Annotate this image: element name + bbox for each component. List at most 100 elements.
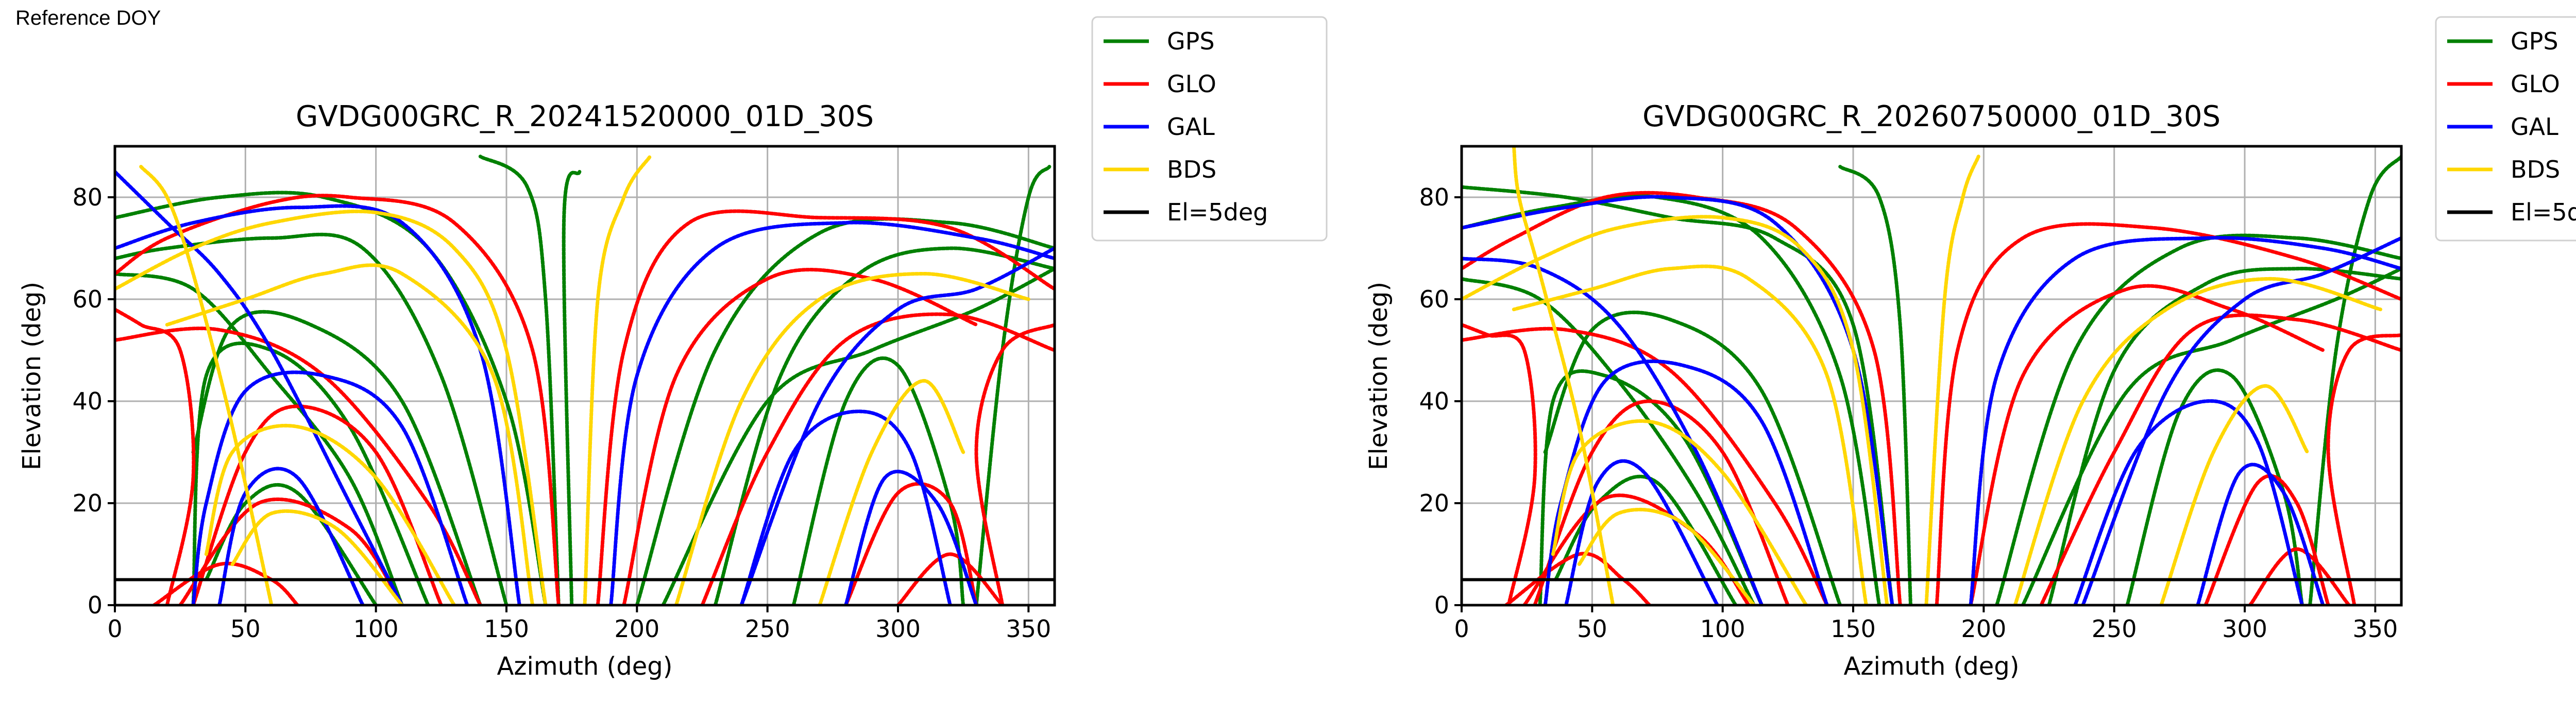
track-glo [115,307,196,605]
y-tick-label: 40 [1419,387,1449,415]
track-gal [739,409,952,605]
track-gal [844,470,978,605]
track-gps [791,356,965,605]
x-tick-label: 300 [875,615,921,643]
track-gal [609,220,1055,605]
legend: GPS GLO GAL BDS El=5deg [2435,16,2576,242]
track-gps [1553,474,1738,605]
axes-frame [113,145,1056,607]
legend-label: El=5deg [2511,198,2576,226]
y-tick-label: 20 [1419,489,1449,517]
track-bds [674,271,1030,605]
track-gal [1462,195,1894,605]
track-glo [191,404,443,605]
track-gal [191,370,469,605]
track-glo [115,194,561,605]
legend: GPS GLO GAL BDS El=5deg [1091,16,1328,242]
x-tick-label: 50 [230,615,261,643]
track-gps [635,217,1055,605]
x-tick-label: 350 [1006,615,1051,643]
x-axis-label: Azimuth (deg) [1844,652,2020,681]
y-axis-label: Elevation (deg) [18,282,46,470]
track-gps [2047,267,2401,605]
legend-label: BDS [2511,156,2560,183]
track-glo [2326,333,2401,605]
track-gps [478,155,561,605]
plot-area [115,155,1055,605]
x-tick-label: 350 [2352,615,2398,643]
track-glo [1935,222,2401,605]
track-glo [596,209,1055,605]
x-tick-label: 0 [107,615,122,643]
x-tick-label: 300 [2222,615,2267,643]
track-bds [165,263,535,605]
track-bds [1512,264,1868,605]
track-bds [230,509,404,605]
track-bds [204,423,456,605]
y-tick-label: 60 [72,285,103,313]
track-glo [1462,323,1537,605]
y-tick-label: 40 [72,387,103,415]
track-glo [2039,313,2401,605]
track-glo [152,561,300,605]
figure-label: Reference DOY [15,7,161,29]
track-bds [139,165,274,605]
track-gps [562,170,582,605]
track-glo [1969,284,2325,605]
x-tick-label: 150 [484,615,529,643]
track-glo [974,323,1055,605]
track-gps [1543,311,1842,605]
track-glo [622,268,978,605]
track-glo [2248,547,2351,605]
track-gps [1462,277,1756,605]
skyplot-panel-2026: GVDG00GRC_R_20260750000_01D_30S Azimuth … [1364,16,2576,681]
legend-label: GLO [2511,70,2560,98]
track-gps [191,341,430,605]
track-bds [1924,155,1980,605]
track-bds [1551,419,1808,605]
track-gal [2081,236,2401,605]
track-gal [115,170,404,605]
track-gal [739,246,1055,605]
x-tick-label: 250 [745,615,790,643]
legend-label: GPS [1167,27,1215,55]
track-gps [1538,369,1764,605]
axes-frame [1460,145,2403,607]
y-axis-label: Elevation (deg) [1364,282,1393,470]
y-tick-label: 20 [72,489,103,517]
track-glo [700,312,1055,605]
chart-title: GVDG00GRC_R_20241520000_01D_30S [296,100,874,133]
track-gps [115,232,509,605]
track-gal [115,204,521,605]
track-gps [115,272,404,605]
legend-label: GAL [1167,113,1215,141]
chart-title: GVDG00GRC_R_20260750000_01D_30S [1642,100,2221,133]
x-tick-label: 0 [1454,615,1469,643]
track-gps [2125,368,2304,605]
x-tick-label: 100 [353,615,399,643]
track-bds [2159,384,2310,605]
legend-box [1091,16,1328,242]
y-tick-label: 60 [1419,285,1449,313]
legend-label: BDS [1167,156,1216,183]
track-bds [1512,146,1615,605]
legend-label: GPS [2511,27,2558,55]
x-tick-label: 200 [614,615,659,643]
track-glo [1504,552,1652,605]
track-gal [217,467,365,605]
x-tick-label: 250 [2092,615,2137,643]
track-bds [2013,277,2382,605]
track-gps [1462,185,1894,605]
track-bds [115,209,548,605]
track-bds [583,155,652,605]
x-axis-label: Azimuth (deg) [497,652,673,681]
x-tick-label: 200 [1961,615,2006,643]
track-gps [1995,233,2401,605]
track-glo [2204,474,2330,605]
track-gps [1838,165,1912,605]
skyplot-panel-2024: GVDG00GRC_R_20241520000_01D_30S Azimuth … [18,16,1328,681]
track-bds [1577,507,1756,605]
x-tick-label: 50 [1577,615,1607,643]
track-glo [896,552,1005,605]
